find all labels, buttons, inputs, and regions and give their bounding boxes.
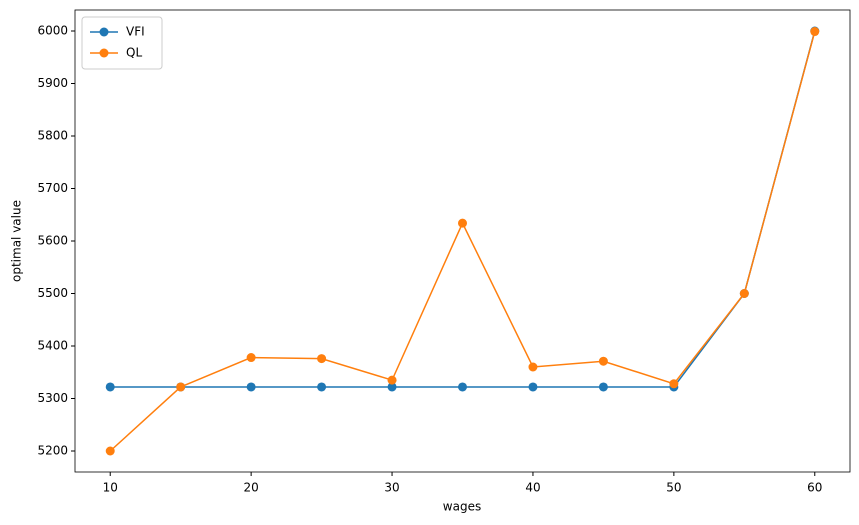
marker [528, 362, 538, 372]
marker [810, 27, 820, 37]
y-tick-label: 5200 [37, 444, 68, 458]
y-tick-label: 5700 [37, 181, 68, 195]
marker [387, 382, 397, 392]
marker [317, 354, 327, 364]
marker [458, 382, 467, 392]
x-tick-label: 10 [103, 481, 118, 495]
y-tick-label: 5400 [37, 339, 68, 353]
marker [598, 356, 608, 366]
y-tick-label: 5800 [37, 129, 68, 143]
marker [669, 379, 679, 389]
marker [246, 353, 256, 363]
x-axis-label: wages [443, 500, 481, 514]
x-tick-label: 60 [807, 481, 822, 495]
y-tick-label: 5900 [37, 76, 68, 90]
series-line [110, 30, 816, 388]
legend-label: QL [126, 46, 142, 60]
marker [387, 375, 397, 385]
x-tick-label: 50 [666, 481, 681, 495]
marker [528, 382, 538, 392]
marker [458, 218, 467, 228]
x-tick-label: 30 [384, 481, 399, 495]
x-tick-label: 40 [525, 481, 540, 495]
legend-marker [99, 27, 109, 37]
legend: VFI QL [81, 16, 163, 70]
legend-box [81, 16, 163, 70]
marker [246, 382, 256, 392]
marker [317, 382, 327, 392]
x-tick-label: 20 [243, 481, 258, 495]
y-tick-label: 5500 [37, 286, 68, 300]
plot-frame [74, 9, 851, 473]
marker [598, 382, 608, 392]
y-axis-label: optimal value [10, 200, 24, 282]
y-tick-label: 6000 [37, 24, 68, 38]
y-tick-label: 5300 [37, 391, 68, 405]
marker [105, 382, 115, 392]
marker [105, 446, 115, 456]
legend-marker [99, 48, 109, 58]
marker [739, 289, 749, 298]
legend-label: VFI [126, 25, 145, 39]
y-tick-label: 5600 [37, 234, 68, 248]
marker [176, 382, 186, 392]
